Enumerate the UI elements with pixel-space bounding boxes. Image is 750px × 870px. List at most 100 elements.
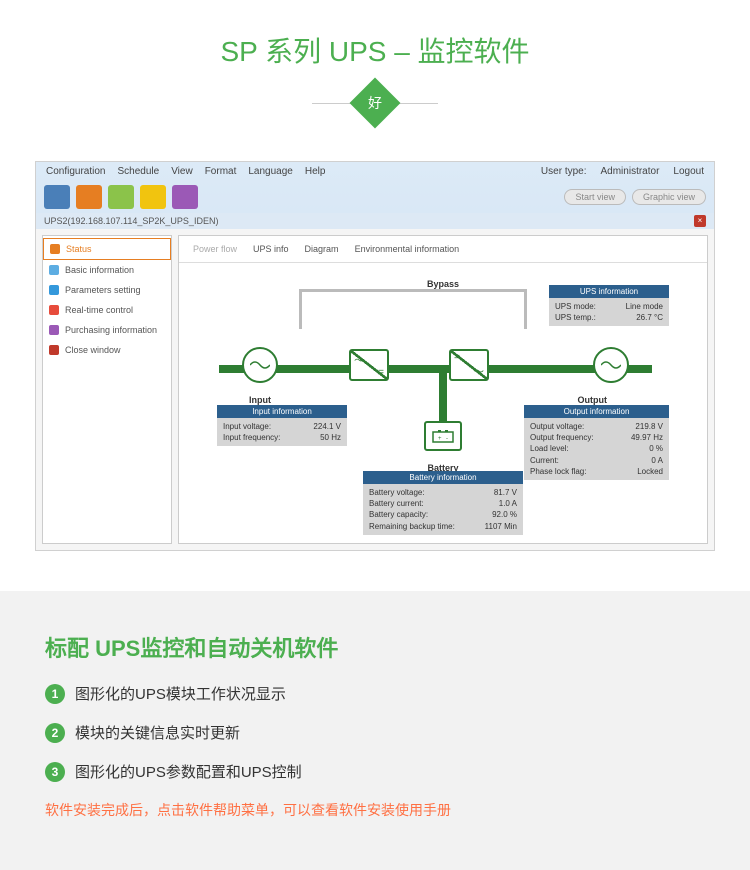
info-value: 0 A [651,455,663,466]
ups-info-panel: UPS information UPS mode:Line mode UPS t… [549,285,669,326]
number-badge: 2 [45,723,65,743]
info-key: Battery current: [369,498,424,509]
settings-icon [49,285,59,295]
badge-diamond: 好 [350,78,401,129]
info-value: 219.8 V [635,421,663,432]
battery-info-panel: Battery information Battery voltage:81.7… [363,471,523,535]
tab-ups-info[interactable]: UPS info [247,242,295,256]
close-icon[interactable]: × [694,215,706,227]
sidebar-item-purchasing[interactable]: Purchasing information [43,320,171,340]
badge-wrap: 好 [0,85,750,121]
main-content: Status Basic information Parameters sett… [36,229,714,550]
svg-text:+: + [438,436,442,442]
info-value: 49.97 Hz [631,432,663,443]
content-panel: Power flow UPS info Diagram Environmenta… [178,235,708,544]
output-info-panel: Output information Output voltage: 219.8 … [524,405,669,480]
user-type-value: Administrator [601,166,660,177]
menubar-left: Configuration Schedule View Format Langu… [46,166,325,177]
info-key: Battery voltage: [369,487,425,498]
badge-line-right [398,103,438,104]
info-key: Input voltage: [223,421,271,432]
description-section: 标配 UPS监控和自动关机软件 1 图形化的UPS模块工作状况显示 2 模块的关… [0,591,750,870]
sidebar-label: Close window [65,345,121,355]
output-node [593,347,629,383]
sidebar-item-basic[interactable]: Basic information [43,260,171,280]
menu-format[interactable]: Format [205,166,237,177]
page-header: SP 系列 UPS – 监控软件 好 [0,0,750,141]
logout-link[interactable]: Logout [673,166,704,177]
info-value: Line mode [626,301,663,312]
number-badge: 3 [45,762,65,782]
info-key: Current: [530,455,559,466]
user-type-label: User type: [541,166,587,177]
toolbar-icon-1[interactable] [44,185,70,209]
description-list: 1 图形化的UPS模块工作状况显示 2 模块的关键信息实时更新 3 图形化的UP… [45,683,705,782]
tab-diagram[interactable]: Diagram [299,242,345,256]
menu-schedule[interactable]: Schedule [117,166,159,177]
list-text: 图形化的UPS参数配置和UPS控制 [75,761,302,782]
cart-icon [49,325,59,335]
panel-body: Battery voltage:81.7 V Battery current:1… [363,484,523,535]
battery-icon: +- [431,428,455,444]
toolbar-icon-4[interactable] [140,185,166,209]
start-view-button[interactable]: Start view [564,189,626,205]
close-window-icon [49,345,59,355]
control-icon [49,305,59,315]
input-label: Input [249,395,271,405]
panel-body: UPS mode:Line mode UPS temp.:26.7 °C [549,298,669,326]
info-value: 50 Hz [320,432,341,443]
info-key: Remaining backup time: [369,521,455,532]
sidebar-item-close[interactable]: Close window [43,340,171,360]
path-bar: UPS2(192.168.107.114_SP2K_UPS_IDEN) × [36,213,714,229]
toolbar-icon-3[interactable] [108,185,134,209]
sidebar-item-status[interactable]: Status [43,238,171,260]
badge-line-left [312,103,352,104]
device-path: UPS2(192.168.107.114_SP2K_UPS_IDEN) [44,216,218,226]
toolbar-icon-2[interactable] [76,185,102,209]
menubar-right: User type: Administrator Logout [541,166,704,177]
panel-body: Output voltage: 219.8 V Output frequency:… [524,418,669,480]
sidebar: Status Basic information Parameters sett… [42,235,172,544]
info-value: 224.1 V [313,421,341,432]
sine-icon [250,359,270,371]
info-value: 1.0 A [499,498,517,509]
panel-header: UPS information [549,285,669,298]
info-icon [49,265,59,275]
panel-body: Input voltage: 224.1 V Input frequency: 50… [217,418,347,446]
panel-header: Battery information [363,471,523,484]
sidebar-label: Status [66,244,92,254]
sidebar-label: Parameters setting [65,285,141,295]
info-key: UPS mode: [555,301,596,312]
svg-text:-: - [446,436,448,442]
menu-configuration[interactable]: Configuration [46,166,105,177]
sidebar-item-realtime[interactable]: Real-time control [43,300,171,320]
info-value: 26.7 °C [636,312,663,323]
info-key: Load level: [530,443,569,454]
badge-text: 好 [368,93,382,113]
panel-header: Input information [217,405,347,418]
battery-node: +- [424,421,462,451]
graphic-view-button[interactable]: Graphic view [632,189,706,205]
toolbar: Start view Graphic view [36,181,714,213]
toolbar-buttons: Start view Graphic view [564,189,706,205]
info-key: Output voltage: [530,421,584,432]
panel-header: Output information [524,405,669,418]
power-flow-diagram: Bypass ～= =～ [179,263,707,543]
toolbar-icon-5[interactable] [172,185,198,209]
list-item: 3 图形化的UPS参数配置和UPS控制 [45,761,705,782]
info-value: 1107 Min [485,521,517,532]
menu-help[interactable]: Help [305,166,326,177]
input-node [242,347,278,383]
menu-view[interactable]: View [171,166,193,177]
tab-power-flow[interactable]: Power flow [187,242,243,256]
sine-icon [601,359,621,371]
list-item: 1 图形化的UPS模块工作状况显示 [45,683,705,704]
menu-language[interactable]: Language [248,166,293,177]
sidebar-item-parameters[interactable]: Parameters setting [43,280,171,300]
tab-environmental[interactable]: Environmental information [349,242,466,256]
info-key: Input frequency: [223,432,280,443]
input-info-panel: Input information Input voltage: 224.1 V … [217,405,347,446]
info-key: Output frequency: [530,432,594,443]
inverter-node: =～ [449,349,489,381]
page-title: SP 系列 UPS – 监控软件 [0,30,750,70]
